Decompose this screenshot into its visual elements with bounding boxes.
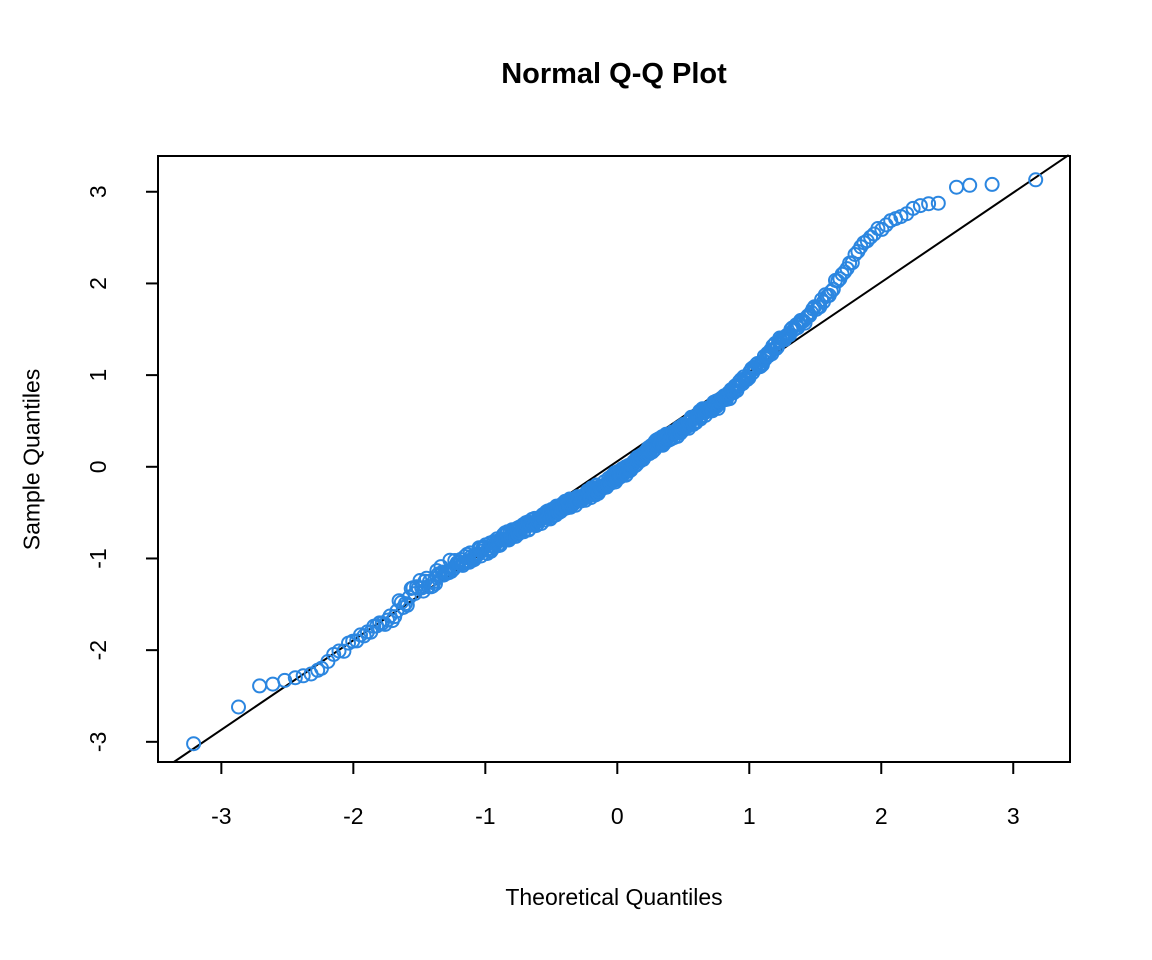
qq-point <box>231 699 246 715</box>
qq-point <box>277 672 293 688</box>
y-tick-label: 2 <box>85 277 111 290</box>
qq-point <box>905 200 921 216</box>
x-tick-label: 2 <box>875 803 888 829</box>
x-tick-label: 3 <box>1007 803 1020 829</box>
x-tick-label: -2 <box>343 803 363 829</box>
y-tick-label: -1 <box>85 548 111 568</box>
qq-point <box>331 643 347 659</box>
qq-point <box>930 195 946 211</box>
qq-point <box>310 662 326 678</box>
y-tick-label: -2 <box>85 640 111 660</box>
y-tick-label: -3 <box>85 732 111 752</box>
qq-point <box>984 176 1000 192</box>
qq-point <box>186 736 202 752</box>
x-axis-label: Theoretical Quantiles <box>505 884 723 910</box>
qq-point <box>336 643 352 659</box>
plot-box <box>157 155 1071 763</box>
qq-reference-line <box>173 154 1070 763</box>
qq-point <box>863 229 879 245</box>
qq-point <box>837 264 853 280</box>
x-tick-label: -3 <box>211 803 231 829</box>
y-axis-label: Sample Quantiles <box>18 368 45 550</box>
qq-point <box>1028 172 1044 188</box>
y-tick-label: 3 <box>85 185 111 198</box>
qq-point <box>825 281 841 297</box>
qq-point <box>252 678 268 694</box>
qq-point <box>921 196 937 212</box>
plot-title: Normal Q-Q Plot <box>501 58 727 90</box>
x-tick-label: -1 <box>475 803 495 829</box>
qq-point <box>399 597 415 613</box>
y-tick-label: 1 <box>85 369 111 382</box>
y-axis-label-wrap: Sample Quantiles <box>0 156 64 762</box>
x-tick-label: 0 <box>611 803 624 829</box>
qq-point <box>912 198 928 214</box>
qq-point <box>949 179 964 195</box>
qq-point <box>962 177 978 193</box>
qq-point <box>287 670 303 686</box>
qq-point <box>295 668 311 684</box>
qq-point <box>874 221 890 237</box>
x-tick-label: 1 <box>743 803 756 829</box>
y-tick-label: 0 <box>85 460 111 473</box>
